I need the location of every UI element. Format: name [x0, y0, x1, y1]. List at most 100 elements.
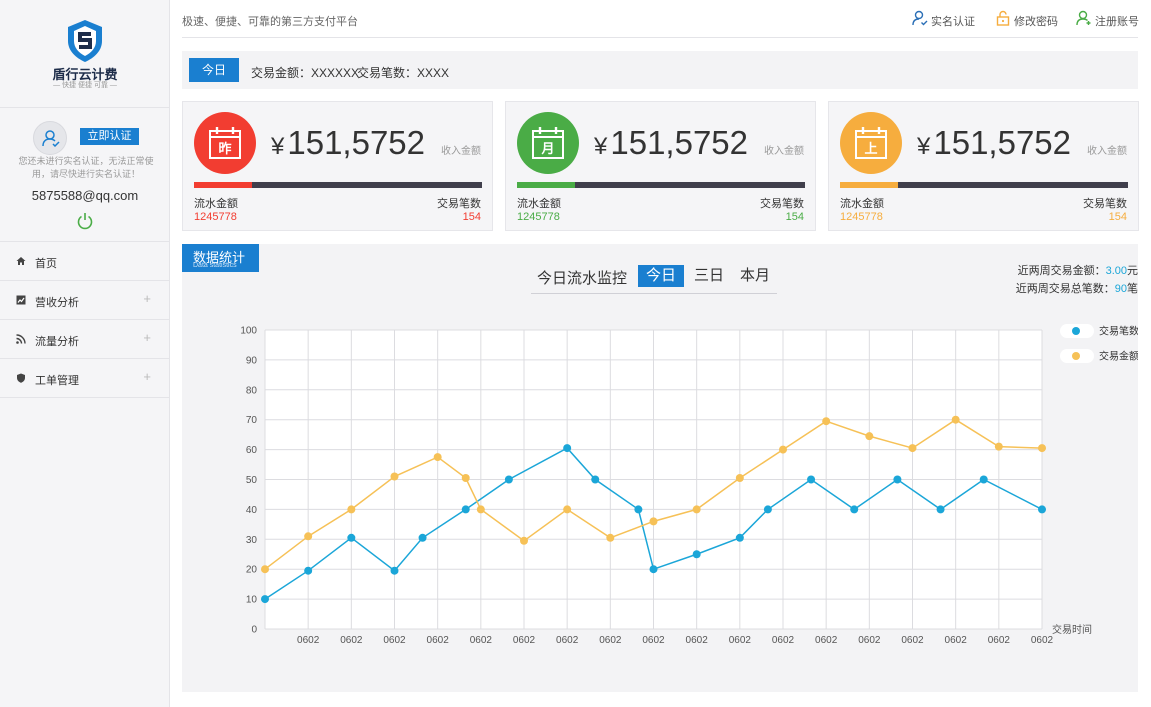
legend-label: 交易笔数 [1099, 325, 1138, 338]
user-icon [42, 130, 60, 147]
data-point [893, 475, 902, 484]
expand-plus-icon[interactable]: + [143, 291, 151, 306]
menu-item-revenue[interactable]: 营收分析 + [0, 281, 169, 320]
tab-this-month[interactable]: 本月 [739, 267, 770, 284]
y-tick-label: 10 [246, 595, 258, 606]
data-point [936, 505, 945, 514]
series-line [264, 418, 1043, 570]
menu-item-workorder[interactable]: 工单管理 + [0, 359, 169, 398]
chart-icon [16, 295, 26, 305]
data-point [735, 533, 744, 542]
menu-item-label: 首页 [35, 258, 57, 270]
header-link-label: 注册账号 [1095, 16, 1139, 28]
x-tick-label: 0602 [383, 635, 406, 646]
data-point [520, 536, 528, 545]
two-week-amount: 近两周交易金额：3.00元 [1017, 265, 1138, 277]
home-icon [16, 257, 26, 265]
data-point [390, 472, 399, 481]
progress-fill [194, 182, 252, 188]
stat-card-last: 上 ¥151,5752 收入金额 流水金额 交易笔数 1245778 154 [828, 101, 1139, 231]
logo-area: 盾行云计费 — 快捷 便捷 可靠 — [0, 0, 169, 108]
tx-count-value: 154 [1108, 211, 1127, 223]
x-tick-label: 0602 [858, 635, 881, 646]
calendar-badge: 上 [840, 112, 902, 174]
data-point [418, 533, 427, 542]
menu-item-label: 工单管理 [35, 375, 79, 387]
x-tick-label: 0602 [642, 635, 665, 646]
tx-count-value: 154 [785, 211, 804, 223]
flow-amount-value: 1245778 [840, 211, 883, 223]
data-point [1038, 505, 1046, 514]
avatar[interactable] [33, 121, 67, 155]
calendar-icon [532, 127, 564, 159]
data-point [261, 565, 269, 574]
tx-count-label: 交易笔数 [1083, 198, 1127, 210]
data-point [504, 475, 513, 484]
income-value: 151,5752 [287, 124, 425, 161]
platform-slogan: 极速、便捷、可靠的第三方支付平台 [182, 16, 358, 28]
income-amount: ¥151,5752 [594, 124, 748, 162]
data-point [461, 474, 470, 483]
rss-icon [16, 334, 26, 344]
data-point [390, 566, 399, 575]
data-point [994, 442, 1003, 451]
calendar-char: 昨 [218, 141, 232, 156]
tab-three-days[interactable]: 三日 [693, 267, 724, 284]
y-tick-label: 60 [246, 445, 258, 456]
x-tick-label: 0602 [599, 635, 622, 646]
expand-plus-icon[interactable]: + [143, 369, 151, 384]
x-axis-label: 交易时间 [1052, 623, 1092, 636]
summary-amount: 交易金额：XXXXXX [251, 66, 360, 80]
menu-item-traffic[interactable]: 流量分析 + [0, 320, 169, 359]
flow-amount-label: 流水金额 [194, 198, 238, 210]
flow-amount-value: 1245778 [517, 211, 560, 223]
y-tick-label: 50 [246, 475, 258, 486]
progress-bar [194, 182, 482, 188]
x-tick-label: 0602 [513, 635, 536, 646]
data-point [304, 532, 313, 541]
menu-item-home[interactable]: 首页 [0, 242, 169, 281]
verify-now-button[interactable]: 立即认证 [80, 128, 139, 145]
x-tick-label: 0602 [470, 635, 493, 646]
expand-plus-icon[interactable]: + [143, 330, 151, 345]
verify-warning: 您还未进行实名认证，无法正常使用，请尽快进行实名认证！ [18, 156, 154, 179]
x-tick-label: 0602 [988, 635, 1011, 646]
shield-icon [17, 373, 25, 383]
flow-amount-label: 流水金额 [517, 198, 561, 210]
today-summary-bar: 今日 交易金额：XXXXXX 交易笔数：XXXX [182, 51, 1138, 89]
y-tick-label: 100 [240, 326, 257, 337]
calendar-icon [209, 127, 241, 159]
logo-slogan: — 快捷 便捷 可靠 — [53, 82, 117, 89]
data-point [850, 505, 859, 514]
y-tick-label: 20 [246, 565, 258, 576]
data-point [692, 505, 701, 514]
income-value: 151,5752 [610, 124, 748, 161]
flow-amount-value: 1245778 [194, 211, 237, 223]
calendar-icon [855, 127, 887, 159]
calendar-badge: 月 [517, 112, 579, 174]
user-verify-icon [912, 10, 928, 26]
currency-symbol: ¥ [594, 133, 608, 160]
income-amount: ¥151,5752 [917, 124, 1071, 162]
y-tick-label: 40 [246, 505, 258, 516]
x-tick-label: 0602 [1031, 635, 1054, 646]
data-point [563, 444, 572, 453]
data-point [649, 517, 658, 526]
y-tick-label: 90 [246, 355, 258, 366]
data-point [563, 505, 572, 514]
data-point [692, 550, 701, 559]
data-point [649, 565, 658, 574]
tx-count-label: 交易笔数 [760, 198, 804, 210]
income-value: 151,5752 [933, 124, 1071, 161]
calendar-badge: 昨 [194, 112, 256, 174]
power-icon[interactable] [76, 212, 94, 230]
title-underline [531, 293, 777, 294]
data-statistics-tag: 数据统计 Data statistics [182, 244, 259, 272]
data-point [979, 475, 988, 484]
today-button[interactable]: 今日 [189, 58, 239, 82]
data-point [763, 505, 772, 514]
tab-today[interactable]: 今日 [638, 265, 684, 287]
income-amount: ¥151,5752 [271, 124, 425, 162]
income-caption: 收入金额 [764, 146, 804, 157]
data-point [735, 474, 744, 483]
